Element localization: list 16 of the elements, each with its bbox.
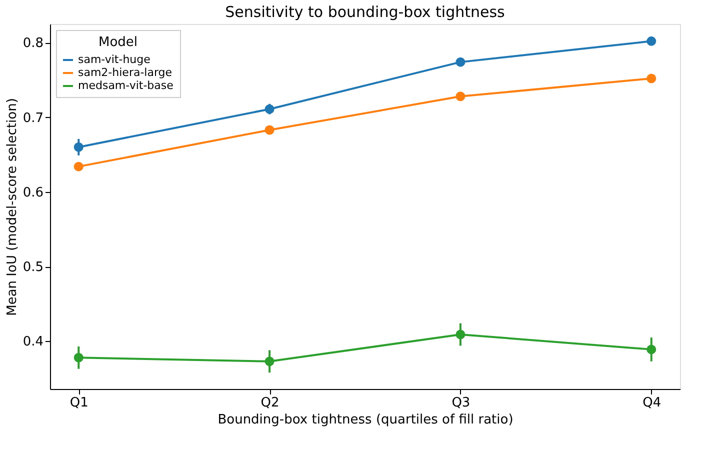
x-tick-label: Q2 <box>260 396 280 410</box>
legend-label: sam2-hiera-large <box>78 66 172 79</box>
y-tick-label: 0.6 <box>22 185 44 200</box>
legend-title: Model <box>98 35 138 50</box>
legend-label: medsam-vit-base <box>78 79 174 92</box>
y-tick-label: 0.8 <box>22 36 44 52</box>
y-tick-label: 0.7 <box>22 110 44 126</box>
chart-title: Sensitivity to bounding-box tightness <box>225 3 506 21</box>
y-tick-label: 0.4 <box>22 334 44 350</box>
y-tick-label: 0.5 <box>22 260 44 276</box>
x-axis-title: Bounding-box tightness (quartiles of fill ratio) <box>218 412 514 428</box>
x-tick-label: Q1 <box>70 396 88 410</box>
legend-label: sam-vit-huge <box>78 53 151 66</box>
x-tick-label: Q4 <box>642 396 662 410</box>
y-axis-title: Mean IoU (model-score selection) <box>4 98 20 316</box>
x-tick-label: Q3 <box>452 396 470 410</box>
